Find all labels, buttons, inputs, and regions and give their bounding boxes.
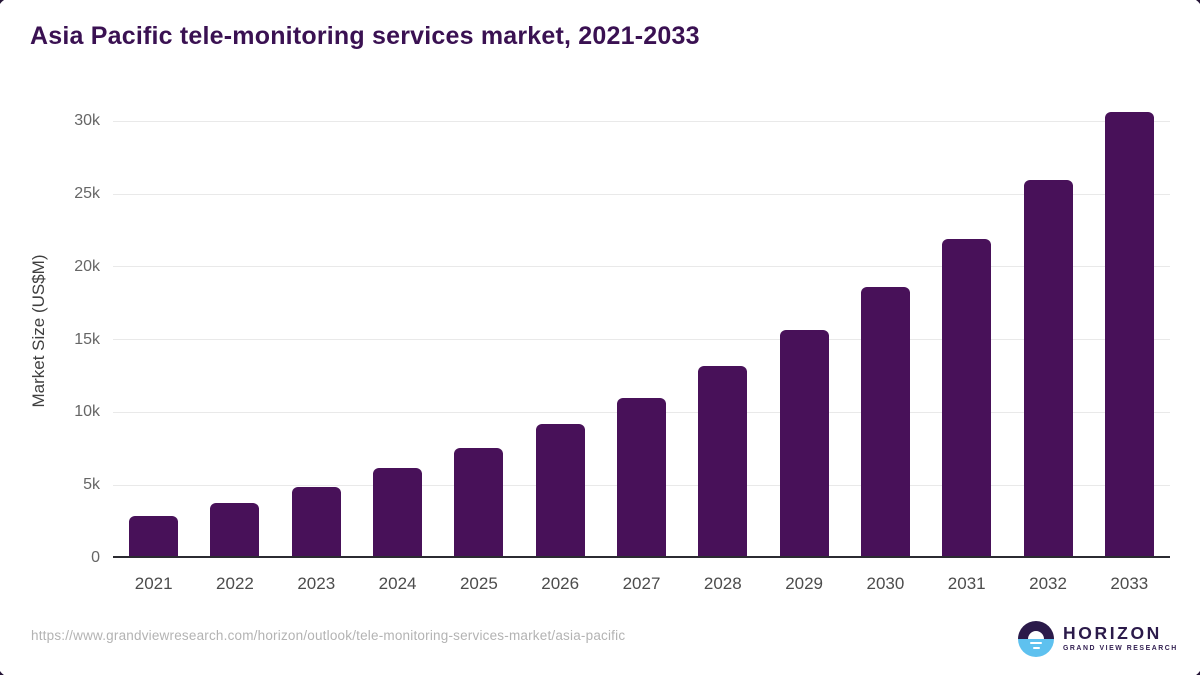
bar-2029[interactable] xyxy=(779,329,829,558)
bar-2025[interactable] xyxy=(454,448,504,558)
bar-2028[interactable] xyxy=(698,365,748,558)
bar-2023[interactable] xyxy=(291,486,341,558)
y-tick-label: 10k xyxy=(74,403,100,421)
x-tick-label: 2030 xyxy=(866,574,905,593)
gridline xyxy=(113,266,1170,268)
logo-sun-shape xyxy=(1028,631,1044,639)
horizon-logo: HORIZON GRAND VIEW RESEARCH xyxy=(1018,621,1178,657)
x-tick-label: 2031 xyxy=(947,574,986,593)
bar-2031[interactable] xyxy=(942,238,992,558)
y-tick-label: 15k xyxy=(74,330,100,348)
x-tick-label: 2024 xyxy=(378,574,417,593)
logo-reflection-line xyxy=(1030,642,1042,645)
logo-subtitle: GRAND VIEW RESEARCH xyxy=(1063,645,1178,653)
y-tick-label: 5k xyxy=(83,476,100,494)
bar-2033[interactable] xyxy=(1104,111,1154,558)
bar-2027[interactable] xyxy=(617,397,666,558)
logo-sky-half xyxy=(1018,621,1054,639)
horizon-sun-icon xyxy=(1018,621,1054,657)
chart-title: Asia Pacific tele-monitoring services ma… xyxy=(30,22,700,50)
x-tick-label: 2026 xyxy=(541,574,580,593)
gridline xyxy=(113,193,1170,195)
gridline xyxy=(113,120,1170,122)
bar-2032[interactable] xyxy=(1023,179,1073,558)
bar-2022[interactable] xyxy=(210,502,260,558)
y-tick-label: 20k xyxy=(74,257,100,275)
x-tick-label: 2027 xyxy=(622,574,661,593)
bar-2030[interactable] xyxy=(860,287,910,558)
bar-2026[interactable] xyxy=(535,424,585,558)
bar-2024[interactable] xyxy=(373,467,423,558)
x-tick-label: 2021 xyxy=(134,574,173,593)
x-tick-label: 2033 xyxy=(1110,574,1149,593)
bar-2021[interactable] xyxy=(129,515,179,558)
logo-text-block: HORIZON GRAND VIEW RESEARCH xyxy=(1063,625,1178,653)
x-tick-label: 2022 xyxy=(216,574,254,593)
x-tick-label: 2025 xyxy=(459,574,498,593)
logo-wordmark: HORIZON xyxy=(1063,623,1162,644)
y-tick-label: 0 xyxy=(91,549,100,566)
gridline xyxy=(113,339,1170,341)
y-tick-label: 30k xyxy=(74,112,100,130)
source-url: https://www.grandviewresearch.com/horizo… xyxy=(31,628,626,643)
y-tick-label: 25k xyxy=(74,185,100,203)
logo-reflection-line xyxy=(1032,647,1040,650)
x-axis-line xyxy=(113,556,1170,558)
x-tick-label: 2023 xyxy=(297,574,336,593)
x-tick-label: 2029 xyxy=(785,574,824,593)
x-tick-label: 2032 xyxy=(1029,574,1067,593)
x-tick-label: 2028 xyxy=(703,574,742,593)
